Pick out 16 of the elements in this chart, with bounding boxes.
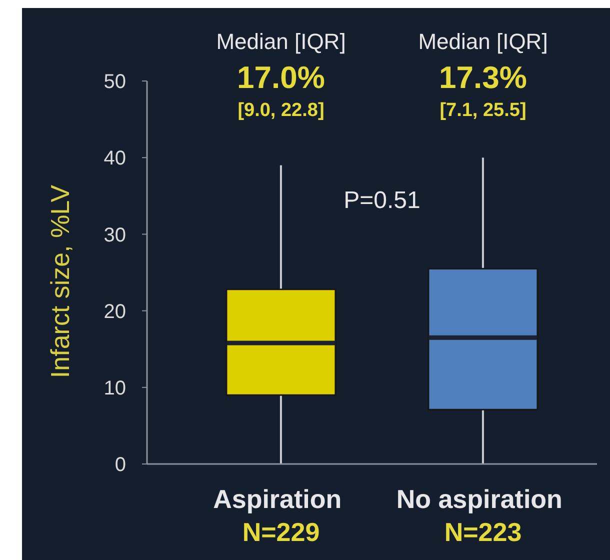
y-tick-label: 20 <box>104 300 126 323</box>
annotation: 17.3% <box>439 60 527 96</box>
annotation: [9.0, 22.8] <box>238 100 324 122</box>
annotation: [7.1, 25.5] <box>440 100 526 122</box>
y-tick-label: 40 <box>104 148 126 170</box>
x-tick-label: No aspiration N=223 <box>396 484 562 547</box>
y-tick-label: 30 <box>104 224 126 246</box>
y-axis-title: Infarct size, %LV <box>45 184 75 378</box>
annotation: 17.0% <box>237 60 325 96</box>
y-tick-label: 50 <box>104 71 126 94</box>
y-tick-label: 10 <box>104 378 126 400</box>
x-tick-label: Aspiration N=229 <box>213 484 342 547</box>
text: Median [IQR] <box>418 29 548 55</box>
annotation: P=0.51 <box>344 186 420 216</box>
text: Median [IQR] <box>216 29 346 55</box>
y-tick-label: 0 <box>114 454 126 476</box>
